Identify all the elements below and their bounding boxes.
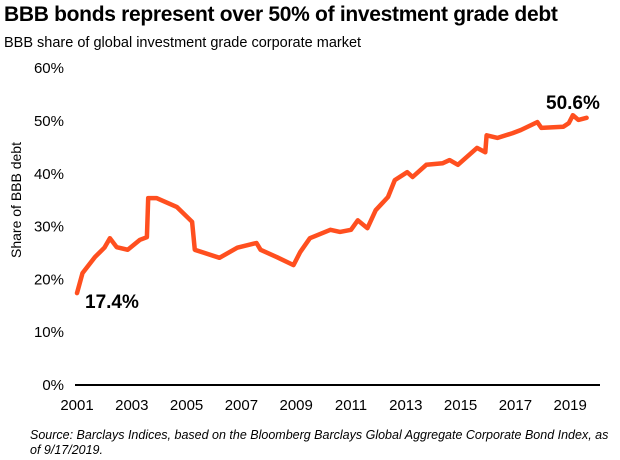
y-axis-label: Share of BBB debt [8,142,24,258]
y-tick-label: 50% [34,113,64,130]
x-tick-label: 2015 [444,397,477,414]
x-tick-label: 2003 [115,397,148,414]
x-tick-label: 2009 [280,397,313,414]
x-tick-label: 2013 [389,397,422,414]
source-note: Source: Barclays Indices, based on the B… [30,428,609,457]
end-value-annotation: 50.6% [546,93,600,114]
x-tick-label: 2001 [60,397,93,414]
y-tick-label: 40% [34,166,64,183]
chart-title: BBB bonds represent over 50% of investme… [4,3,558,26]
x-tick-label: 2007 [225,397,258,414]
x-tick-label: 2011 [335,397,367,414]
y-tick-label: 0% [42,377,64,394]
y-tick-label: 10% [34,324,64,341]
bbb-share-line [74,112,589,296]
y-tick-label: 20% [34,271,64,288]
x-tick-label: 2005 [170,397,203,414]
y-tick-label: 60% [34,60,64,77]
chart-subtitle: BBB share of global investment grade cor… [4,35,362,51]
y-tick-label: 30% [34,219,64,236]
x-tick-label: 2019 [554,397,587,414]
start-value-annotation: 17.4% [85,292,139,313]
x-tick-label: 2017 [499,397,532,414]
